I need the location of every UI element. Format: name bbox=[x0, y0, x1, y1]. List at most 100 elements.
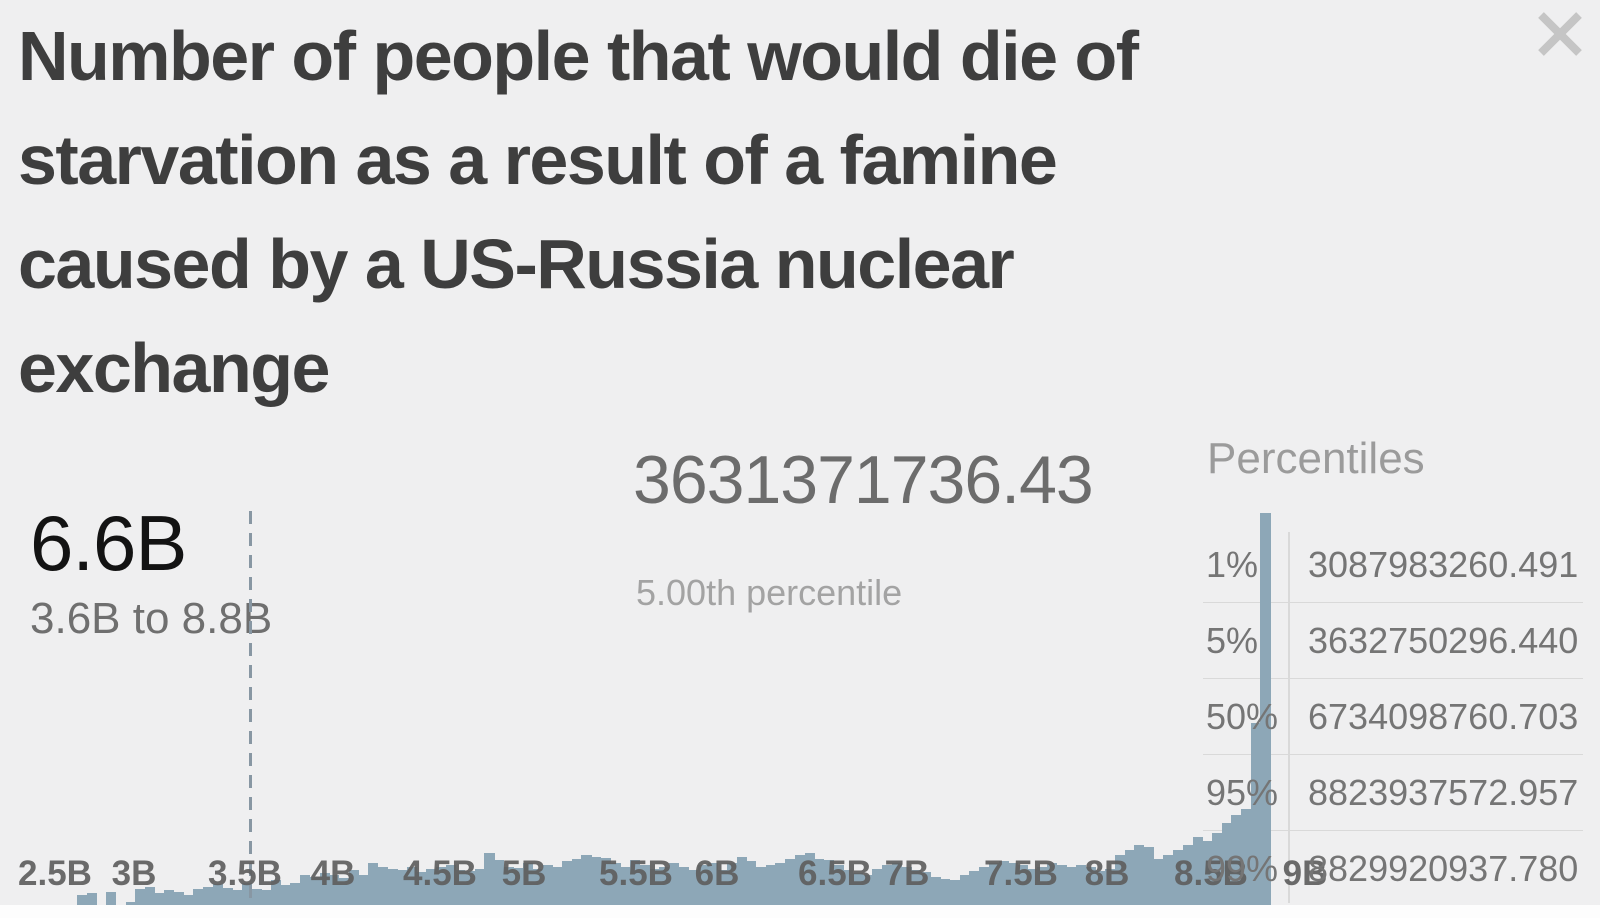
histogram-bar bbox=[814, 859, 825, 905]
histogram-bar bbox=[251, 889, 262, 905]
table-row-divider bbox=[1203, 678, 1583, 679]
x-axis-tick-label: 7.5B bbox=[984, 854, 1058, 893]
x-axis-tick-label: 2.5B bbox=[18, 854, 92, 893]
x-axis-tick-label: 5.5B bbox=[599, 854, 673, 893]
center-estimate: 6.6B bbox=[30, 499, 187, 587]
histogram-bar bbox=[329, 875, 340, 905]
histogram-bar bbox=[639, 865, 650, 905]
histogram-bar bbox=[775, 863, 786, 905]
percentile-row-percent: 95% bbox=[1206, 772, 1279, 813]
histogram-bar bbox=[232, 890, 243, 905]
histogram-bar bbox=[474, 869, 485, 905]
histogram-bar bbox=[290, 883, 301, 905]
histogram-bar bbox=[271, 880, 282, 905]
percentile-row-value: 8829920937.780 bbox=[1308, 848, 1579, 889]
histogram-bar bbox=[77, 895, 88, 905]
percentiles-heading: Percentiles bbox=[1207, 434, 1425, 483]
histogram-bar bbox=[610, 863, 621, 905]
histogram-bar bbox=[542, 865, 553, 905]
title-line: Number of people that would die of bbox=[18, 17, 1139, 95]
x-axis-tick-label: 3B bbox=[111, 854, 157, 893]
histogram-bar bbox=[494, 860, 505, 905]
histogram-bar bbox=[620, 867, 631, 905]
histogram-bar bbox=[882, 865, 893, 905]
table-row-divider bbox=[1203, 754, 1583, 755]
histogram-bar bbox=[969, 871, 980, 905]
histogram-bar bbox=[1260, 513, 1271, 905]
histogram-bar bbox=[1037, 867, 1048, 905]
histogram-bar bbox=[911, 870, 922, 905]
histogram-bar bbox=[843, 870, 854, 905]
histogram-bar bbox=[212, 884, 223, 905]
x-axis-tick-label: 8B bbox=[1084, 854, 1130, 893]
histogram-bar bbox=[649, 869, 660, 905]
histogram-bar bbox=[300, 875, 311, 905]
histogram-bar bbox=[280, 885, 291, 905]
histogram-bar bbox=[571, 859, 582, 905]
histogram-bar bbox=[688, 870, 699, 905]
histogram-bar bbox=[193, 889, 204, 905]
histogram-bar bbox=[309, 877, 320, 905]
histogram-bar bbox=[736, 857, 747, 905]
histogram-bar bbox=[872, 869, 883, 905]
table-column-divider bbox=[1288, 532, 1290, 903]
histogram-bar bbox=[659, 867, 670, 905]
histogram-bar bbox=[853, 873, 864, 905]
histogram-bar bbox=[1153, 859, 1164, 905]
histogram-bar bbox=[222, 888, 233, 905]
histogram-bar bbox=[455, 870, 466, 905]
x-axis-tick-label: 9B bbox=[1282, 854, 1328, 893]
histogram-bar bbox=[513, 868, 524, 905]
histogram-bar bbox=[726, 863, 738, 905]
histogram-bar bbox=[1095, 871, 1106, 905]
close-button[interactable] bbox=[1534, 8, 1586, 60]
histogram-plot-area[interactable]: 2.5B 3B 3.5B 4B 4.5B 5B 5.5B 6B 6.5B 7B 7.5B 8B 8.5B… bbox=[0, 505, 1600, 905]
histogram-bar bbox=[785, 859, 796, 905]
histogram-bar bbox=[125, 902, 136, 905]
histogram-bar bbox=[1250, 723, 1261, 905]
histogram-bar bbox=[998, 861, 1009, 905]
histogram-bar bbox=[1144, 847, 1155, 905]
histogram-bar bbox=[629, 860, 641, 905]
histogram-bar bbox=[503, 867, 514, 905]
histogram-bar bbox=[1085, 867, 1096, 905]
histogram-bar bbox=[1221, 823, 1232, 905]
percentile-marker-line bbox=[249, 511, 252, 905]
histogram-bar bbox=[445, 865, 456, 905]
histogram-bar bbox=[203, 887, 214, 905]
histogram-bar bbox=[1173, 850, 1184, 905]
histogram-bar bbox=[358, 875, 369, 905]
percentile-row-value: 3087983260.491 bbox=[1308, 544, 1579, 585]
x-axis-tick-label: 8.5B bbox=[1174, 854, 1248, 893]
histogram-bar bbox=[319, 873, 330, 905]
histogram-bar bbox=[552, 867, 563, 905]
histogram-bar bbox=[397, 870, 408, 905]
page-title: Number of people that would die of starv… bbox=[18, 4, 1318, 420]
histogram-bar bbox=[697, 865, 708, 905]
histogram-bar bbox=[144, 887, 156, 905]
histogram-bar bbox=[154, 893, 165, 905]
histogram-bar bbox=[435, 867, 447, 905]
histogram-bar bbox=[746, 861, 757, 905]
histogram-bar bbox=[1124, 850, 1135, 905]
histogram-bar bbox=[979, 867, 990, 905]
histogram-bar bbox=[1047, 863, 1058, 905]
hover-value: 3631371736.43 bbox=[633, 442, 1094, 518]
percentile-row-percent: 5% bbox=[1206, 620, 1259, 661]
histogram-bar bbox=[484, 853, 495, 905]
histogram-bar bbox=[1114, 855, 1126, 905]
histogram-bar bbox=[174, 892, 185, 905]
plot-bottom-margin bbox=[0, 905, 1600, 918]
histogram-bar bbox=[756, 867, 767, 905]
histogram-bar bbox=[1017, 865, 1029, 905]
percentile-row-value: 6734098760.703 bbox=[1308, 696, 1579, 737]
x-axis-tick-label: 7B bbox=[884, 854, 930, 893]
histogram-bar bbox=[823, 860, 835, 905]
x-axis-tick-label: 3.5B bbox=[208, 854, 282, 893]
histogram-bar bbox=[86, 893, 97, 905]
histogram-bar bbox=[901, 867, 912, 905]
histogram-bar bbox=[241, 883, 253, 905]
histogram-bar bbox=[1105, 869, 1116, 905]
percentile-row-value: 8823937572.957 bbox=[1308, 772, 1579, 813]
